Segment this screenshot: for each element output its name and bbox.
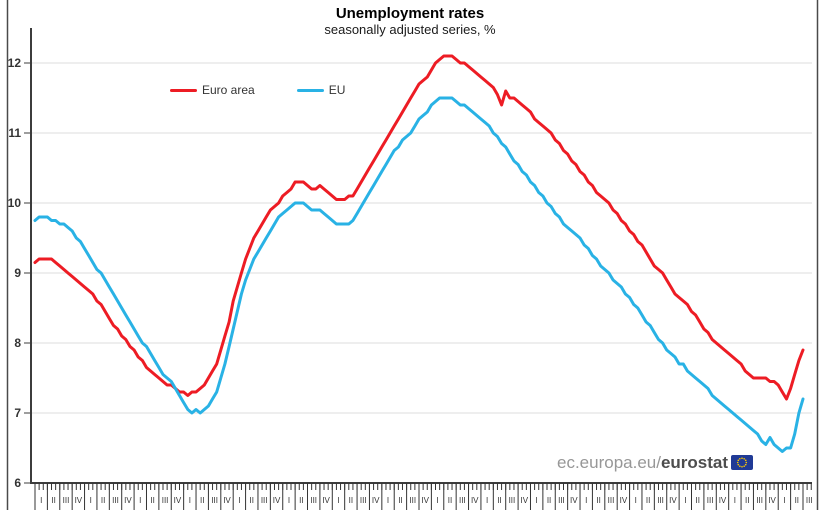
svg-text:II: II [695,496,699,505]
svg-text:I: I [238,496,240,505]
svg-text:IV: IV [570,496,578,505]
grid-lines [31,62,812,414]
legend-item-eu: EU [296,83,346,97]
legend-item-euro-area: Euro area [170,83,255,97]
chart-title: Unemployment rates [335,5,485,22]
svg-text:I: I [585,496,587,505]
svg-text:I: I [90,496,92,505]
svg-text:IV: IV [174,496,182,505]
svg-text:I: I [734,496,736,505]
quarter-tick-labels: I II III IV I II III IV I II III IV I II III IV I II III IV… [40,496,812,505]
chart-subtitle: seasonally adjusted series, % [324,22,496,37]
svg-text:III: III [707,496,714,505]
eu-flag-icon [731,455,754,470]
svg-text:III: III [657,496,664,505]
svg-text:IV: IV [124,496,132,505]
legend-swatch-euro-area [170,88,197,92]
svg-text:III: III [360,496,367,505]
svg-text:IV: IV [322,496,330,505]
svg-text:II: II [596,496,600,505]
svg-text:I: I [139,496,141,505]
eurostat-watermark: ec.europa.eu/eurostat [557,453,754,473]
x-axis-ticks [34,483,812,510]
eu-series-line [33,96,805,453]
svg-text:11: 11 [8,126,21,140]
svg-text:II: II [745,496,749,505]
svg-text:I: I [189,496,191,505]
svg-text:II: II [299,496,303,505]
svg-text:II: II [200,496,204,505]
svg-text:IV: IV [421,496,429,505]
svg-text:II: II [448,496,452,505]
svg-text:I: I [536,496,538,505]
legend-swatch-eu [296,88,324,92]
svg-text:I: I [486,496,488,505]
svg-text:10: 10 [8,196,22,210]
svg-text:III: III [112,496,119,505]
svg-text:IV: IV [669,496,677,505]
euro-area-series-line [33,54,805,401]
svg-text:III: III [63,496,70,505]
svg-text:III: III [310,496,317,505]
svg-text:IV: IV [75,496,83,505]
svg-text:III: III [558,496,565,505]
svg-text:III: III [459,496,466,505]
svg-text:III: III [509,496,516,505]
svg-text:II: II [101,496,105,505]
svg-text:III: III [162,496,169,505]
svg-text:II: II [795,496,799,505]
svg-text:II: II [150,496,154,505]
svg-text:9: 9 [14,266,21,280]
watermark-url-prefix: ec.europa.eu/ [557,453,661,472]
svg-text:IV: IV [768,496,776,505]
svg-text:8: 8 [14,336,21,350]
svg-text:I: I [40,496,42,505]
svg-text:III: III [261,496,268,505]
svg-text:I: I [387,496,389,505]
legend-label-euro-area: Euro area [202,83,255,97]
svg-text:I: I [337,496,339,505]
svg-text:III: III [211,496,218,505]
svg-text:II: II [250,496,254,505]
svg-text:III: III [806,496,813,505]
svg-text:IV: IV [521,496,529,505]
svg-text:6: 6 [14,476,21,490]
legend-label-eu: EU [328,83,346,97]
svg-text:II: II [497,496,501,505]
legend: Euro area EU [170,83,345,97]
svg-text:IV: IV [471,496,479,505]
svg-text:II: II [349,496,353,505]
svg-text:III: III [608,496,615,505]
svg-text:I: I [635,496,637,505]
svg-text:12: 12 [8,56,22,70]
svg-text:II: II [398,496,402,505]
svg-text:7: 7 [14,406,21,420]
svg-text:I: I [436,496,438,505]
svg-text:II: II [51,496,55,505]
svg-text:IV: IV [719,496,727,505]
svg-text:II: II [646,496,650,505]
svg-text:IV: IV [223,496,231,505]
svg-text:I: I [783,496,785,505]
svg-text:II: II [547,496,551,505]
watermark-eurostat-label: eurostat [660,453,729,472]
svg-text:III: III [409,496,416,505]
svg-text:IV: IV [372,496,380,505]
svg-text:I: I [684,496,686,505]
svg-text:I: I [288,496,290,505]
y-axis-labels: 6 7 8 9 10 11 12 [8,56,31,490]
svg-text:IV: IV [620,496,628,505]
svg-text:IV: IV [273,496,281,505]
svg-text:III: III [756,496,763,505]
